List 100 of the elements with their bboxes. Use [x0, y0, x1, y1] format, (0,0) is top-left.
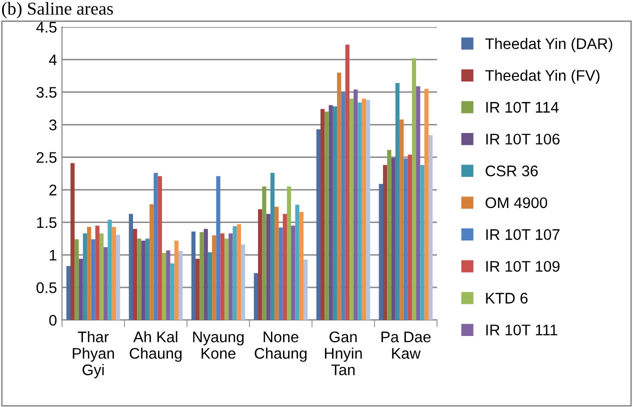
bar: [254, 273, 258, 320]
bar: [228, 233, 233, 320]
bar: [295, 204, 300, 320]
bar: [99, 233, 104, 320]
bar: [258, 209, 262, 320]
bar: [332, 106, 338, 320]
bar: [274, 206, 279, 320]
y-tick-label: 4: [48, 54, 57, 66]
chart-title: (b) Saline areas: [2, 2, 113, 18]
bar: [303, 259, 308, 320]
bar: [408, 154, 412, 320]
bar: [91, 239, 96, 320]
bar: [154, 172, 158, 320]
bar: [278, 228, 283, 320]
bar: [108, 220, 112, 320]
legend-label: IR 10T 107: [486, 229, 560, 240]
bar: [141, 240, 146, 320]
x-tick-label: Pa Dae Kaw: [382, 332, 431, 359]
bar: [391, 158, 396, 320]
bar: [200, 232, 204, 320]
legend-label: OM 4900: [486, 197, 548, 208]
bar: [349, 98, 354, 320]
bar: [378, 184, 384, 320]
bar: [358, 102, 362, 320]
bar: [316, 129, 321, 320]
bar: [224, 238, 229, 320]
bar: [428, 135, 433, 320]
bar: [212, 235, 216, 320]
legend-label: IR 10T 109: [486, 260, 560, 272]
bar: [95, 226, 100, 320]
bar: [320, 109, 325, 320]
bar: [416, 86, 420, 320]
legend-label: Theedat Yin (FV): [485, 70, 600, 84]
bar: [78, 258, 83, 320]
y-tick-label: 2.5: [36, 152, 56, 163]
bar: [270, 172, 275, 320]
bar: [220, 233, 224, 320]
bar: [232, 226, 237, 320]
x-tick-label: None Chaung: [254, 332, 307, 362]
bar: [240, 244, 246, 320]
bar: [70, 163, 75, 320]
bar: [291, 226, 296, 320]
bar: [174, 240, 178, 320]
bar: [82, 233, 88, 320]
legend-label: IR 10T 111: [486, 324, 558, 336]
legend-label: KTD 6: [486, 292, 528, 304]
y-tick-label: 0: [49, 314, 57, 326]
bar: [137, 238, 142, 320]
bar: [420, 165, 424, 320]
bar: [178, 250, 183, 320]
bar: [112, 226, 116, 320]
legend-label: IR 10T 114: [486, 102, 559, 113]
bar: [158, 176, 162, 320]
bar: [87, 226, 92, 320]
bar: [166, 250, 170, 320]
bar: [150, 204, 154, 320]
bar: [266, 214, 270, 320]
bar: [66, 266, 71, 320]
bar: [128, 214, 134, 320]
legend-label: IR 10T 106: [486, 134, 560, 145]
x-tick-label: Gan Hnyin Tan: [324, 332, 362, 376]
bar: [387, 150, 392, 320]
bar: [208, 252, 212, 320]
bar: [236, 224, 241, 320]
y-tick-label: 0.5: [36, 282, 56, 294]
x-tick-label: Thar Phyan Gyi: [72, 331, 114, 378]
y-tick-label: 3.5: [36, 86, 56, 98]
bar: [204, 228, 208, 320]
bar: [104, 247, 108, 320]
bar: [400, 119, 404, 320]
y-tick-label: 4.5: [36, 22, 56, 33]
bar: [383, 165, 388, 320]
bar: [354, 90, 358, 320]
y-tick-label: 2: [49, 184, 56, 196]
bar: [145, 238, 150, 320]
bar: [170, 263, 174, 320]
bar: [262, 186, 266, 320]
bar: [286, 186, 292, 320]
legend-label: Theedat Yin (DAR): [485, 38, 612, 52]
bar: [362, 98, 366, 320]
bar: [133, 228, 138, 320]
x-tick-label: Ah Kal Chaung: [130, 331, 182, 362]
bar: [366, 100, 370, 320]
bar: [162, 252, 166, 320]
x-tick-label: Nyaung Kone: [193, 332, 244, 359]
bar: [196, 258, 200, 320]
bar: [191, 231, 196, 320]
bar: [282, 214, 287, 320]
y-tick-label: 1.5: [37, 217, 56, 228]
y-tick-label: 3: [49, 120, 56, 130]
bar: [299, 212, 304, 320]
bar: [395, 82, 400, 320]
y-tick-label: 1: [50, 250, 56, 260]
bar: [404, 158, 408, 320]
bar: [116, 234, 120, 320]
bar: [345, 44, 350, 320]
bar: [412, 58, 416, 320]
bar: [324, 112, 329, 320]
bar: [74, 239, 79, 320]
bar: [216, 176, 220, 320]
